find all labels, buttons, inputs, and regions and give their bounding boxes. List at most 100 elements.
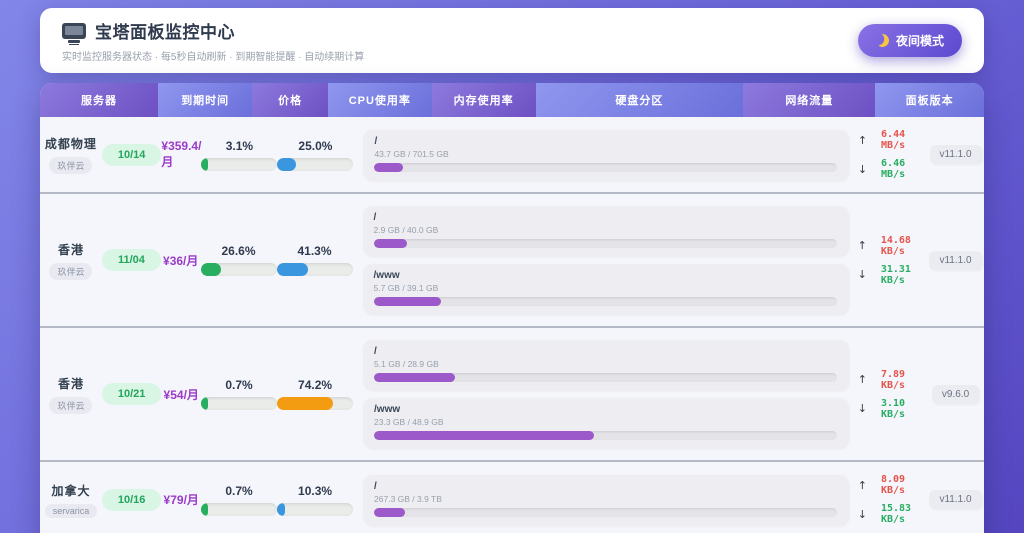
memory-usage-bar bbox=[277, 502, 354, 516]
disk-usage-bar bbox=[374, 162, 837, 172]
table-row: 加拿大 servarica 10/16 ¥79/月 0.7% 10.3% / 2… bbox=[40, 460, 984, 533]
cpu-usage-bar bbox=[201, 157, 278, 171]
cpu-usage-bar-fill bbox=[200, 263, 221, 276]
memory-usage-bar bbox=[276, 263, 353, 276]
disk-mount-label: / bbox=[374, 135, 378, 147]
server-name: 成都物理 bbox=[44, 137, 97, 151]
column-header-disk: 硬盘分区 bbox=[535, 83, 744, 117]
cpu-usage-bar bbox=[201, 502, 278, 516]
disk-usage-label: 267.3 GB / 3.9 TB bbox=[374, 493, 442, 504]
header-card: 宝塔面板监控中心 实时监控服务器状态 · 每5秒自动刷新 · 到期智能提醒 · … bbox=[40, 8, 984, 73]
provider-badge: 玖伴云 bbox=[49, 396, 93, 414]
server-table: 服务器 到期时间 价格 CPU使用率 内存使用率 硬盘分区 网络流量 面板版本 … bbox=[40, 83, 984, 533]
disk-list: / 43.7 GB / 701.5 GB bbox=[353, 129, 857, 180]
cpu-usage-label: 3.1% bbox=[225, 138, 254, 153]
panel-version-badge: v9.6.0 bbox=[931, 384, 980, 404]
panel-version-badge: v11.1.0 bbox=[929, 250, 982, 270]
upload-speed-label: 7.89 KB/s bbox=[880, 368, 906, 391]
cpu-usage-bar bbox=[200, 263, 277, 276]
disk-list: / 267.3 GB / 3.9 TB bbox=[353, 474, 858, 525]
cpu-usage-bar-fill bbox=[201, 157, 209, 171]
disk-usage-bar bbox=[374, 431, 837, 440]
disk-usage-label: 2.9 GB / 40.0 GB bbox=[373, 225, 439, 235]
cpu-usage-label: 26.6% bbox=[221, 244, 256, 258]
night-mode-button[interactable]: 夜间模式 bbox=[857, 24, 962, 57]
upload-speed-label: 8.09 KB/s bbox=[880, 474, 906, 496]
disk-mount-label: /www bbox=[373, 270, 400, 281]
expiry-date-badge: 10/16 bbox=[101, 488, 162, 511]
download-speed-label: 3.10 KB/s bbox=[880, 397, 906, 420]
expiry-date-badge: 11/04 bbox=[101, 249, 161, 271]
disk-usage-label: 43.7 GB / 701.5 GB bbox=[374, 148, 449, 159]
disk-usage-bar-fill bbox=[374, 507, 406, 517]
disk-usage-bar bbox=[374, 373, 837, 382]
disk-mount-label: / bbox=[374, 346, 377, 357]
column-header-network: 网络流量 bbox=[743, 83, 876, 117]
disk-usage-bar-fill bbox=[373, 239, 408, 248]
disk-usage-label: 5.1 GB / 28.9 GB bbox=[374, 359, 439, 369]
disk-usage-label: 5.7 GB / 39.1 GB bbox=[373, 283, 439, 293]
memory-usage-bar-fill bbox=[276, 263, 308, 276]
night-mode-label: 夜间模式 bbox=[895, 34, 944, 48]
disk-partition: / 267.3 GB / 3.9 TB bbox=[363, 474, 848, 525]
monitor-icon bbox=[62, 22, 86, 39]
memory-usage-label: 10.3% bbox=[298, 483, 333, 498]
server-name: 加拿大 bbox=[51, 483, 91, 498]
download-arrow-icon: ↓ bbox=[857, 402, 867, 415]
column-header-server: 服务器 bbox=[40, 83, 158, 117]
column-header-version: 面板版本 bbox=[875, 83, 984, 117]
column-header-expiry: 到期时间 bbox=[158, 83, 253, 117]
upload-arrow-icon: ↑ bbox=[857, 373, 867, 386]
download-arrow-icon: ↓ bbox=[857, 268, 867, 281]
server-name: 香港 bbox=[57, 376, 84, 391]
memory-usage-label: 41.3% bbox=[297, 244, 332, 258]
price-label: ¥36/月 bbox=[163, 253, 199, 268]
memory-usage-label: 74.2% bbox=[298, 378, 333, 392]
cpu-usage-bar bbox=[201, 397, 278, 410]
upload-speed-label: 14.68 KB/s bbox=[880, 234, 911, 257]
page-title: 宝塔面板监控中心 bbox=[95, 23, 235, 42]
cpu-usage-label: 0.7% bbox=[225, 483, 253, 498]
download-arrow-icon: ↓ bbox=[857, 507, 867, 521]
memory-usage-label: 25.0% bbox=[298, 138, 333, 153]
download-speed-label: 31.31 KB/s bbox=[880, 263, 911, 286]
table-row: 成都物理 玖伴云 10/14 ¥359.4/月 3.1% 25.0% / 43.… bbox=[40, 117, 984, 192]
table-row: 香港 玖伴云 10/21 ¥54/月 0.7% 74.2% / 5.1 GB /… bbox=[40, 326, 984, 460]
memory-usage-bar-fill bbox=[277, 397, 334, 410]
disk-partition: /www 23.3 GB / 48.9 GB bbox=[363, 398, 848, 448]
memory-usage-bar-fill bbox=[277, 502, 285, 516]
memory-usage-bar-fill bbox=[277, 157, 297, 171]
upload-speed-label: 6.44 MB/s bbox=[881, 129, 906, 151]
disk-partition: / 2.9 GB / 40.0 GB bbox=[362, 206, 848, 256]
memory-usage-bar bbox=[277, 397, 354, 410]
disk-usage-label: 23.3 GB / 48.9 GB bbox=[374, 417, 444, 427]
disk-mount-label: / bbox=[374, 480, 377, 492]
expiry-date-badge: 10/21 bbox=[101, 383, 162, 405]
disk-usage-bar-fill bbox=[374, 162, 404, 172]
table-row: 香港 玖伴云 11/04 ¥36/月 26.6% 41.3% / 2.9 GB … bbox=[40, 192, 984, 326]
cpu-usage-label: 0.7% bbox=[225, 378, 253, 392]
price-label: ¥359.4/月 bbox=[161, 139, 202, 169]
expiry-date-badge: 10/14 bbox=[101, 143, 162, 166]
disk-partition: /www 5.7 GB / 39.1 GB bbox=[362, 264, 848, 314]
panel-version-badge: v11.1.0 bbox=[929, 490, 982, 509]
provider-badge: 玖伴云 bbox=[49, 262, 93, 280]
disk-usage-bar bbox=[373, 297, 837, 306]
provider-badge: 玖伴云 bbox=[49, 157, 93, 174]
page-subtitle: 实时监控服务器状态 · 每5秒自动刷新 · 到期智能提醒 · 自动续期计算 bbox=[62, 52, 365, 63]
download-arrow-icon: ↓ bbox=[857, 162, 868, 176]
panel-version-badge: v11.1.0 bbox=[929, 145, 982, 164]
provider-badge: servarica bbox=[44, 503, 98, 518]
disk-partition: / 5.1 GB / 28.9 GB bbox=[363, 340, 848, 390]
download-speed-label: 15.83 KB/s bbox=[880, 503, 912, 525]
disk-usage-bar-fill bbox=[373, 297, 442, 306]
disk-mount-label: /www bbox=[374, 404, 401, 415]
cpu-usage-bar-fill bbox=[201, 397, 209, 410]
disk-partition: / 43.7 GB / 701.5 GB bbox=[363, 129, 848, 180]
moon-icon bbox=[874, 32, 891, 49]
cpu-usage-bar-fill bbox=[201, 502, 209, 516]
disk-usage-bar-fill bbox=[374, 431, 595, 440]
table-header-row: 服务器 到期时间 价格 CPU使用率 内存使用率 硬盘分区 网络流量 面板版本 bbox=[40, 83, 984, 117]
table-body: 成都物理 玖伴云 10/14 ¥359.4/月 3.1% 25.0% / 43.… bbox=[40, 117, 984, 533]
upload-arrow-icon: ↑ bbox=[857, 133, 868, 147]
